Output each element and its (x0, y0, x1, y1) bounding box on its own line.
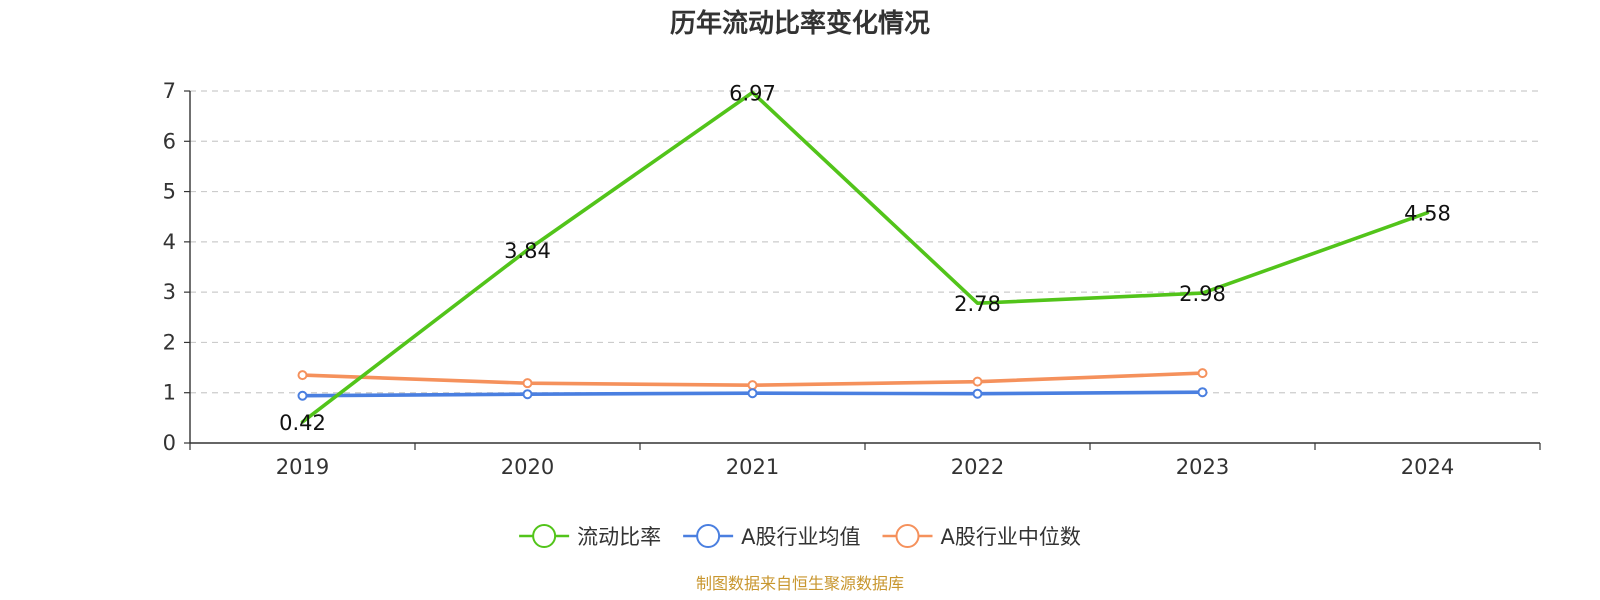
legend-item[interactable]: A股行业均值 (683, 524, 861, 549)
x-tick-label: 2020 (501, 455, 554, 479)
series-point (972, 376, 983, 387)
source-note: 制图数据来自恒生聚源数据库 (696, 574, 904, 593)
series-point (297, 390, 308, 401)
x-tick-label: 2019 (276, 455, 329, 479)
series-layer (297, 90, 1430, 424)
series-line (300, 90, 1430, 424)
data-label: 4.58 (1404, 202, 1451, 226)
legend-item[interactable]: A股行业中位数 (882, 524, 1081, 549)
data-label: 0.42 (279, 411, 326, 435)
y-tick-label: 7 (163, 79, 176, 103)
data-label: 2.98 (1179, 282, 1226, 306)
x-tick-label: 2021 (726, 455, 779, 479)
x-tick-label: 2022 (951, 455, 1004, 479)
legend-marker (895, 524, 920, 548)
legend[interactable]: 流动比率 A股行业均值 A股行业中位数 (519, 524, 1081, 549)
y-tick-label: 0 (163, 431, 176, 455)
axes: 0 1 2 3 4 5 6 7 2019 2020 2021 2022 2023 2024 (163, 79, 1541, 479)
series-point (1197, 368, 1208, 379)
legend-label: 流动比率 (577, 525, 661, 549)
y-tick-label: 3 (163, 280, 176, 304)
series-point (747, 380, 758, 391)
y-tick-label: 1 (163, 381, 176, 405)
y-tick-label: 6 (163, 129, 176, 153)
legend-marker (532, 524, 557, 548)
legend-label: A股行业中位数 (940, 525, 1080, 549)
series-point (747, 388, 758, 399)
grid-lines (190, 90, 1540, 394)
legend-item[interactable]: 流动比率 (519, 524, 661, 549)
series-point (1197, 387, 1208, 398)
series-point (972, 388, 983, 399)
y-tick-label: 4 (163, 230, 176, 254)
y-tick-label: 2 (163, 330, 176, 354)
series-point (522, 389, 533, 400)
series-point (297, 370, 308, 381)
legend-marker (696, 524, 721, 548)
data-label: 2.78 (954, 292, 1001, 316)
chart-title: 历年流动比率变化情况 (670, 8, 930, 39)
data-label: 6.97 (729, 82, 776, 106)
y-tick-label: 5 (163, 180, 176, 204)
data-label: 3.84 (504, 239, 551, 263)
series-point (522, 378, 533, 389)
data-labels: 0.42 3.84 6.97 2.78 2.98 4.58 (279, 82, 1451, 435)
x-tick-label: 2023 (1176, 455, 1229, 479)
x-tick-label: 2024 (1401, 455, 1454, 479)
legend-label: A股行业均值 (741, 525, 860, 549)
